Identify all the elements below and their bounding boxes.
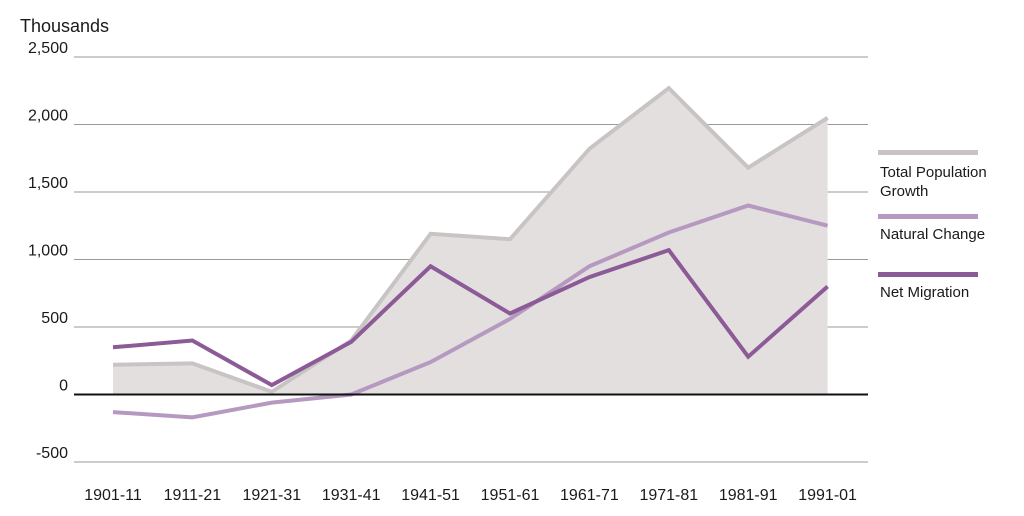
y-tick-label: 2,500: [28, 40, 68, 57]
legend: Total Population Growth Natural Change N…: [878, 150, 1018, 302]
y-tick-label: 1,000: [28, 243, 68, 260]
series-line-net-migration: [112, 247, 829, 388]
y-axis-title: Thousands: [20, 16, 110, 36]
x-tick-label: 1911-21: [164, 487, 222, 504]
x-tick-label: 1991-01: [798, 487, 857, 504]
legend-item-natural: Natural Change: [878, 214, 1018, 272]
legend-label-migration: Net Migration: [880, 284, 970, 301]
y-tick-label: 2,000: [28, 108, 68, 125]
series-layer: [74, 85, 868, 420]
series-line-total-population-growth: [112, 85, 829, 395]
legend-swatch-total: [878, 150, 978, 155]
legend-label-total-line1: Total Population: [880, 164, 987, 181]
legend-swatch-migration: [878, 272, 978, 277]
x-tick-label: 1961-71: [560, 487, 619, 504]
x-tick-labels: 1901-11 1911-21 1921-31 1931-41 1941-51 1951-…: [84, 487, 857, 504]
legend-item-total: Total Population Growth: [878, 150, 1018, 214]
area-fill-total-population-growth: [113, 88, 828, 395]
legend-item-migration: Net Migration: [878, 272, 1018, 302]
x-tick-label: 1931-41: [322, 487, 381, 504]
y-tick-label: 0: [59, 378, 68, 395]
x-tick-label: 1921-31: [242, 487, 301, 504]
x-tick-label: 1901-11: [84, 487, 142, 504]
legend-swatch-natural: [878, 214, 978, 219]
x-tick-label: 1951-61: [481, 487, 540, 504]
legend-label-total-line2: Growth: [880, 183, 929, 200]
y-tick-labels: -500 0 500 1,000 1,500 2,000 2,500: [28, 40, 68, 462]
y-tick-label: -500: [36, 445, 68, 462]
x-tick-label: 1971-81: [639, 487, 698, 504]
x-tick-label: 1981-91: [719, 487, 778, 504]
y-tick-label: 500: [41, 310, 68, 327]
legend-label-natural: Natural Change: [880, 226, 986, 243]
x-tick-label: 1941-51: [401, 487, 460, 504]
series-line-natural-change: [112, 203, 829, 420]
y-tick-label: 1,500: [28, 175, 68, 192]
